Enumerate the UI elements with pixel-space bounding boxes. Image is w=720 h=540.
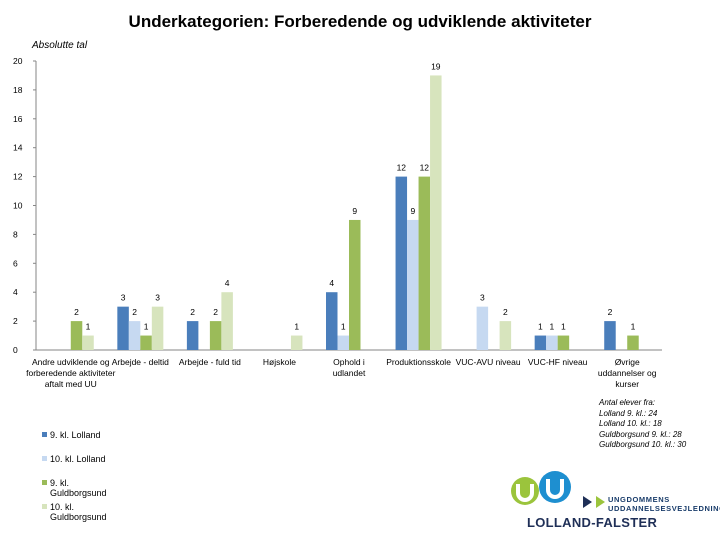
x-tick-label: Højskole xyxy=(263,357,296,367)
legend-label: 9. kl. Lolland xyxy=(50,430,101,440)
bar xyxy=(499,321,512,350)
bar xyxy=(290,335,303,350)
bar xyxy=(627,335,639,350)
y-tick-label: 18 xyxy=(13,85,23,95)
data-label: 2 xyxy=(608,307,613,317)
bar xyxy=(534,335,547,350)
bar xyxy=(140,335,152,350)
x-tick-label: Ophold i udlandet xyxy=(333,357,366,378)
x-tick-label: Arbejde - deltid xyxy=(112,357,169,367)
legend-swatch xyxy=(42,504,47,509)
x-tick-label: Produktionsskole xyxy=(386,357,451,367)
legend-label: 10. kl. Guldborgsund xyxy=(50,502,107,522)
bar xyxy=(395,176,408,350)
bar xyxy=(557,335,570,350)
data-label: 2 xyxy=(213,307,218,317)
legend-label: 10. kl. Lolland xyxy=(50,454,106,464)
data-label: 1 xyxy=(631,322,636,332)
note-line: Lolland 9. kl.: 24 xyxy=(599,408,658,418)
chart-subtitle: Absolutte tal xyxy=(32,40,88,51)
x-tick-label: Arbejde - fuld tid xyxy=(179,357,241,367)
bar xyxy=(186,321,199,350)
data-label: 2 xyxy=(190,307,195,317)
chart-title: Underkategorien: Forberedende og udvikle… xyxy=(128,12,592,31)
data-label: 12 xyxy=(397,163,407,173)
legend-swatch xyxy=(42,432,47,437)
bar xyxy=(326,292,338,350)
data-label: 19 xyxy=(431,61,441,71)
bar xyxy=(209,321,222,350)
y-tick-label: 0 xyxy=(13,345,18,355)
bar xyxy=(151,306,164,350)
bar xyxy=(604,321,616,350)
bar xyxy=(221,292,233,350)
data-label: 1 xyxy=(144,322,149,332)
student-count-note: Antal elever fra: Lolland 9. kl.: 24 Lol… xyxy=(599,398,686,451)
data-label: 9 xyxy=(352,206,357,216)
note-line: Guldborgsund 9. kl.: 28 xyxy=(599,429,682,439)
data-label: 1 xyxy=(538,322,543,332)
note-line: Lolland 10. kl.: 18 xyxy=(599,419,662,428)
uu-lolland-falster-logo: UNGDOMMENS UDDANNELSESVEJLEDNING LOLLAND… xyxy=(505,470,720,540)
bar xyxy=(476,306,489,350)
data-label: 2 xyxy=(74,307,79,317)
bar xyxy=(128,321,141,350)
data-label: 1 xyxy=(550,322,555,332)
bar xyxy=(418,176,431,350)
logo-name: LOLLAND-FALSTER xyxy=(527,515,658,530)
data-label: 1 xyxy=(341,322,346,332)
legend-swatch xyxy=(42,456,47,461)
logo-tagline-1: UNGDOMMENS xyxy=(608,495,670,504)
bar xyxy=(407,219,419,350)
legend-swatch xyxy=(42,480,47,485)
x-tick-label: VUC-HF niveau xyxy=(528,357,588,367)
y-tick-label: 4 xyxy=(13,287,18,297)
bar xyxy=(82,335,94,350)
bar xyxy=(70,321,83,350)
y-tick-label: 8 xyxy=(13,229,18,239)
data-label: 1 xyxy=(561,322,566,332)
x-tick-label: Øvrige uddannelser og kurser xyxy=(598,357,657,389)
y-tick-label: 2 xyxy=(13,316,18,326)
y-tick-label: 20 xyxy=(13,56,23,66)
data-label: 4 xyxy=(329,278,334,288)
legend-label: 9. kl. Guldborgsund xyxy=(50,478,107,498)
y-tick-label: 6 xyxy=(13,258,18,268)
note-line: Guldborgsund 10. kl.: 30 xyxy=(599,440,687,449)
x-tick-label: Andre udviklende og forberedende aktivite… xyxy=(26,357,115,389)
data-label: 4 xyxy=(225,278,230,288)
data-label: 2 xyxy=(503,307,508,317)
note-line: Antal elever fra: xyxy=(599,398,656,407)
logo-tagline: UNGDOMMENS UDDANNELSESVEJLEDNING xyxy=(608,495,720,513)
bar xyxy=(337,335,349,350)
data-label: 12 xyxy=(420,163,430,173)
data-label: 3 xyxy=(480,293,485,303)
data-label: 3 xyxy=(121,293,126,303)
y-tick-label: 16 xyxy=(13,114,23,124)
y-tick-label: 12 xyxy=(13,172,23,182)
bar xyxy=(546,335,558,350)
bar xyxy=(117,306,129,350)
bar xyxy=(430,75,442,350)
y-tick-label: 14 xyxy=(13,143,23,153)
data-label: 2 xyxy=(132,307,137,317)
logo-tagline-2: UDDANNELSESVEJLEDNING xyxy=(608,504,720,513)
x-tick-label: VUC-AVU niveau xyxy=(456,357,521,367)
data-label: 3 xyxy=(155,293,160,303)
logo-mark-icon xyxy=(511,471,605,508)
data-label: 9 xyxy=(410,206,415,216)
y-tick-label: 10 xyxy=(13,201,23,211)
data-label: 1 xyxy=(294,322,299,332)
bar xyxy=(349,219,361,350)
data-label: 1 xyxy=(86,322,91,332)
